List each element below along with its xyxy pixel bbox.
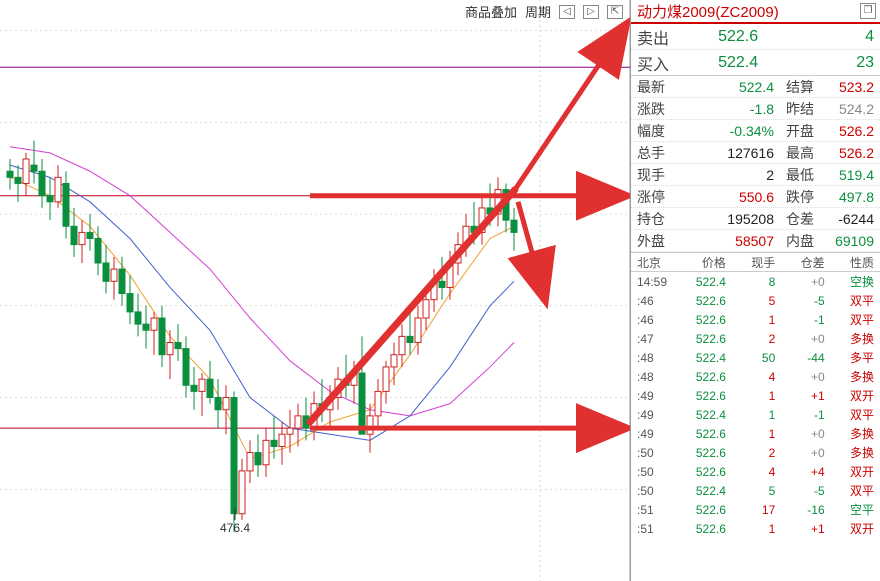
info-row: 外盘58507内盘69109 bbox=[631, 230, 880, 252]
contract-title: 动力煤2009(ZC2009) ❐ bbox=[631, 0, 880, 24]
sell-price: 522.6 bbox=[677, 28, 758, 46]
trade-row: :50522.62+0多换 bbox=[631, 443, 880, 462]
buy-row: 买入 522.4 23 bbox=[631, 50, 880, 76]
trade-row: 14:59522.48+0空换 bbox=[631, 272, 880, 291]
trade-row: :51522.617-16空平 bbox=[631, 500, 880, 519]
trade-row: :50522.64+4双开 bbox=[631, 462, 880, 481]
info-row: 最新522.4结算523.2 bbox=[631, 76, 880, 98]
prev-icon[interactable]: ◁ bbox=[559, 5, 575, 19]
next-icon[interactable]: ▷ bbox=[583, 5, 599, 19]
restore-icon[interactable]: ❐ bbox=[860, 3, 876, 19]
info-row: 总手127616最高526.2 bbox=[631, 142, 880, 164]
trade-header: 北京 价格 现手 仓差 性质 bbox=[631, 252, 880, 272]
trade-row: :48522.450-44多平 bbox=[631, 348, 880, 367]
sell-vol: 4 bbox=[758, 28, 874, 46]
trade-row: :46522.61-1双平 bbox=[631, 310, 880, 329]
expand-icon[interactable]: ⇱ bbox=[607, 5, 623, 19]
svg-text:476.4: 476.4 bbox=[220, 521, 250, 535]
candlestick-chart: 商品叠加 周期 ◁ ▷ ⇱ 476.4 bbox=[0, 0, 630, 581]
info-row: 持仓195208仓差-6244 bbox=[631, 208, 880, 230]
buy-vol: 23 bbox=[758, 54, 874, 72]
info-row: 幅度-0.34%开盘526.2 bbox=[631, 120, 880, 142]
buy-price: 522.4 bbox=[677, 54, 758, 72]
info-row: 涨停550.6跌停497.8 bbox=[631, 186, 880, 208]
trade-row: :47522.62+0多换 bbox=[631, 329, 880, 348]
chart-header: 商品叠加 周期 ◁ ▷ ⇱ bbox=[459, 0, 629, 23]
sell-row: 卖出 522.6 4 bbox=[631, 24, 880, 50]
quote-panel: 动力煤2009(ZC2009) ❐ 卖出 522.6 4 买入 522.4 23… bbox=[630, 0, 880, 581]
chart-canvas: 476.4 bbox=[0, 0, 630, 581]
overlay-link[interactable]: 商品叠加 bbox=[465, 2, 517, 21]
trade-row: :49522.61+1双开 bbox=[631, 386, 880, 405]
period-link[interactable]: 周期 bbox=[525, 2, 551, 21]
trade-row: :49522.61+0多换 bbox=[631, 424, 880, 443]
trade-row: :50522.45-5双平 bbox=[631, 481, 880, 500]
info-row: 涨跌-1.8昨结524.2 bbox=[631, 98, 880, 120]
trade-row: :48522.64+0多换 bbox=[631, 367, 880, 386]
info-row: 现手2最低519.4 bbox=[631, 164, 880, 186]
trade-row: :51522.61+1双开 bbox=[631, 519, 880, 538]
trade-row: :49522.41-1双平 bbox=[631, 405, 880, 424]
trade-row: :46522.65-5双平 bbox=[631, 291, 880, 310]
